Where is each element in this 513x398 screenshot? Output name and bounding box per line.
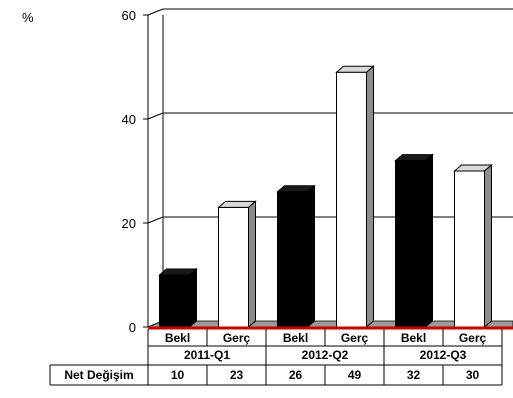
gridline-diagonal — [147, 8, 164, 16]
table-value: 32 — [407, 368, 421, 382]
y-tick-label: 40 — [122, 112, 136, 127]
bar-2011-Q1-Bekl — [159, 274, 190, 328]
bar-side-face — [248, 200, 256, 329]
subcategory-label: Bekl — [165, 331, 190, 345]
bar-side-face — [189, 267, 197, 329]
subcategory-label: Gerç — [223, 331, 251, 345]
group-label: 2012-Q3 — [420, 348, 467, 362]
subcategory-label: Gerç — [459, 331, 487, 345]
bar-2012-Q2-Gerç — [336, 71, 367, 328]
bar-side-face — [366, 65, 374, 329]
table-value: 10 — [171, 368, 185, 382]
table-value: 26 — [289, 368, 303, 382]
gridline-diagonal — [147, 112, 164, 120]
group-label: 2011-Q1 — [184, 348, 230, 362]
y-axis-label: % — [22, 10, 34, 25]
bar-2012-Q2-Bekl — [277, 191, 308, 328]
subcategory-label: Bekl — [401, 331, 426, 345]
bar-side-face — [484, 163, 492, 329]
gridline-diagonal — [147, 216, 164, 224]
bar-side-face — [307, 184, 315, 329]
subcategory-label: Bekl — [283, 331, 308, 345]
category-table: Bekl Gerç 2011-Q1 Bekl Gerç 2012-Q2 Bekl Gerç 20… — [49, 329, 503, 386]
y-tick-label: 20 — [122, 216, 136, 231]
table-value: 23 — [230, 368, 244, 382]
table-value: 49 — [348, 368, 362, 382]
table-row-label: Net Değişim — [64, 368, 133, 382]
bar-side-face — [425, 153, 433, 329]
y-tick-label: 60 — [122, 8, 136, 23]
bar-2012-Q3-Gerç — [454, 170, 485, 328]
group-label: 2012-Q2 — [302, 348, 349, 362]
y-tick-label: 0 — [129, 320, 136, 335]
bar-2012-Q3-Bekl — [395, 160, 426, 328]
bar-layer — [147, 65, 513, 330]
axis-layer: % 0 20 40 60 — [22, 8, 149, 335]
bar-2011-Q1-Gerç — [218, 206, 249, 328]
table-value: 30 — [466, 368, 480, 382]
subcategory-label: Gerç — [341, 331, 369, 345]
